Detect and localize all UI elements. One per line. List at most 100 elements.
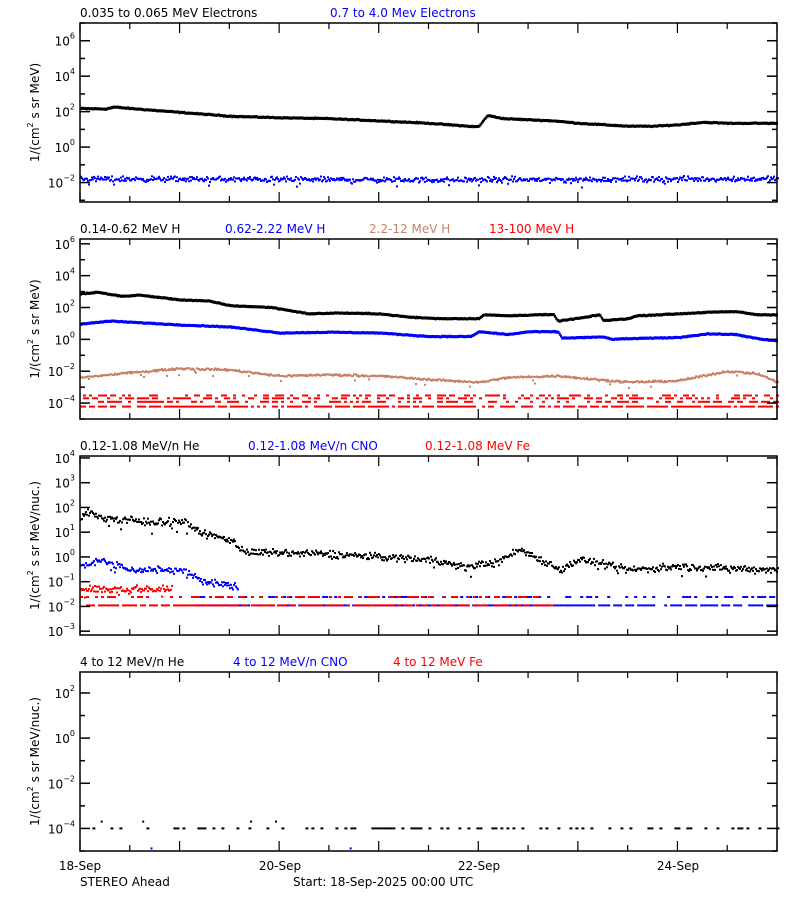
data-point (113, 400, 116, 403)
data-point (424, 334, 427, 338)
data-point (176, 405, 179, 408)
data-point (632, 569, 634, 572)
data-point (351, 182, 353, 185)
data-point (293, 331, 296, 335)
data-point (547, 596, 551, 598)
data-point (624, 336, 627, 340)
data-point (230, 114, 232, 118)
data-point (332, 117, 334, 121)
data-point (561, 336, 564, 340)
data-point (635, 405, 638, 408)
data-point (503, 332, 506, 336)
data-point (628, 124, 631, 128)
data-point (542, 394, 545, 397)
data-point (401, 397, 404, 400)
data-point (652, 176, 654, 179)
data-point (709, 568, 711, 571)
data-point (418, 558, 420, 561)
data-point (190, 179, 192, 182)
data-point (238, 304, 241, 308)
data-point (729, 310, 732, 314)
data-point (597, 122, 600, 126)
data-point (533, 177, 535, 180)
data-point (83, 397, 86, 400)
data-point (705, 575, 707, 578)
data-point (558, 566, 560, 569)
data-point (270, 116, 273, 119)
data-point (765, 121, 768, 125)
data-point (446, 317, 448, 321)
data-point (179, 397, 182, 400)
data-point (460, 596, 464, 598)
data-point (719, 400, 722, 403)
data-point (566, 405, 569, 408)
data-point (472, 333, 475, 337)
data-point (503, 376, 505, 379)
data-point (136, 321, 139, 325)
data-point (216, 535, 218, 538)
data-point (178, 298, 181, 302)
data-point (293, 309, 296, 313)
data-point (466, 335, 469, 338)
data-point (748, 335, 751, 339)
data-point (382, 332, 385, 335)
data-point (449, 400, 452, 403)
data-point (454, 604, 458, 607)
data-point (132, 294, 135, 297)
data-point (125, 320, 128, 324)
data-point (171, 297, 174, 301)
data-point (322, 596, 326, 598)
data-point (420, 316, 423, 320)
data-point (118, 320, 121, 324)
data-point (494, 115, 496, 119)
data-point (568, 318, 571, 322)
data-point (239, 304, 242, 308)
data-point (635, 400, 638, 403)
data-point (252, 552, 254, 555)
data-point (83, 292, 86, 295)
data-point (314, 177, 316, 180)
data-point (243, 326, 246, 330)
data-point (621, 124, 624, 128)
data-point (761, 405, 764, 408)
data-point (604, 318, 607, 322)
data-point (459, 317, 462, 321)
data-point (360, 331, 363, 335)
data-point (508, 117, 511, 121)
data-point (150, 520, 152, 523)
data-point (771, 338, 774, 342)
data-point (350, 330, 352, 334)
data-point (492, 115, 495, 119)
data-point (92, 291, 94, 295)
data-point (440, 405, 443, 408)
plot-frame (79, 238, 778, 420)
data-point (464, 335, 466, 339)
data-point (108, 106, 111, 110)
data-point (305, 400, 308, 403)
data-point (148, 586, 150, 589)
data-point (376, 331, 379, 335)
data-point (665, 123, 668, 127)
data-point (504, 314, 507, 318)
data-point (170, 405, 173, 408)
data-point (344, 394, 347, 397)
data-point (273, 183, 275, 186)
data-point (177, 521, 179, 524)
data-point (352, 553, 354, 556)
data-point (531, 313, 534, 317)
data-point (131, 566, 133, 569)
data-point (431, 335, 434, 338)
data-point (433, 566, 435, 569)
data-point (302, 551, 304, 553)
data-point (724, 596, 728, 598)
y-axis-label: 1/(cm2 s sr MeV) (26, 63, 42, 162)
data-point (290, 331, 292, 335)
data-point (282, 177, 284, 180)
data-point (217, 582, 219, 585)
data-point (474, 125, 477, 129)
data-point (353, 554, 355, 557)
data-point (94, 515, 96, 518)
data-point (622, 177, 624, 180)
data-point (155, 604, 158, 607)
data-point (512, 180, 514, 183)
